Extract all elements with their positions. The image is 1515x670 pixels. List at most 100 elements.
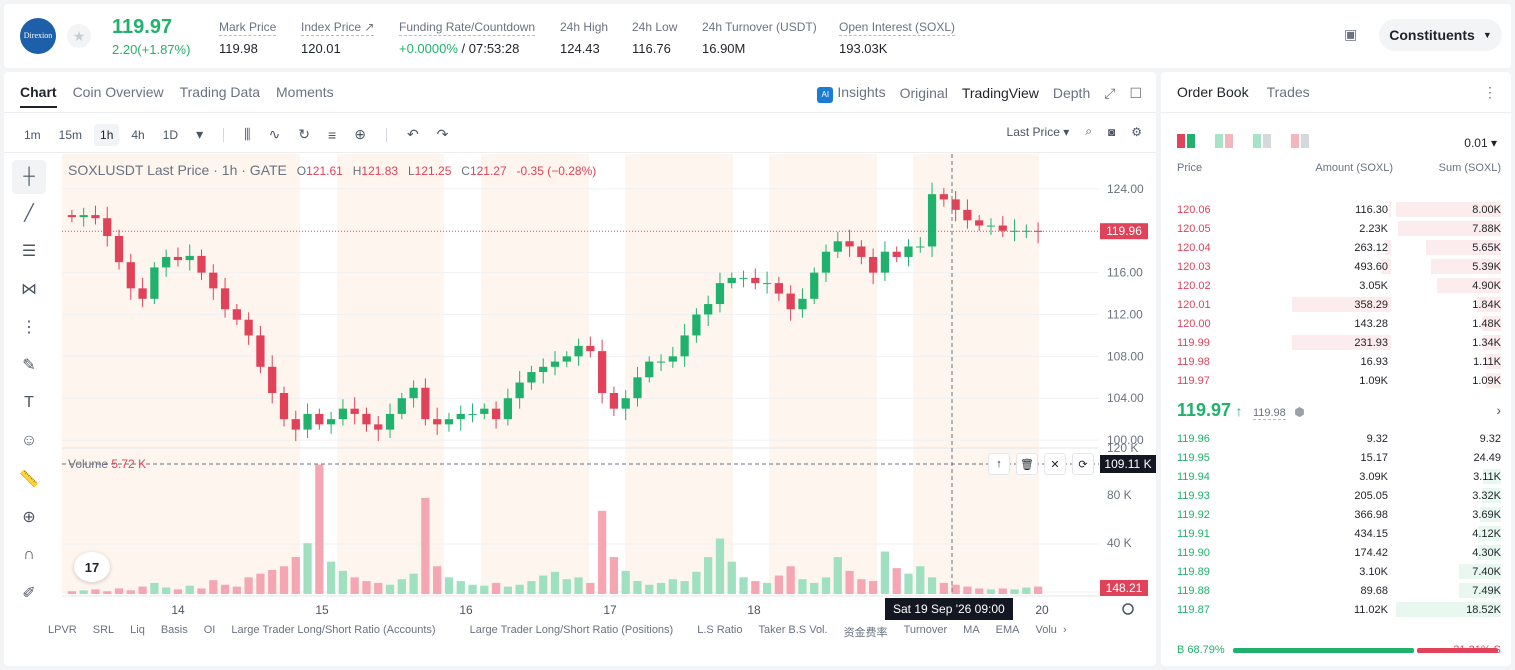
view-bids-icon[interactable]: [1253, 134, 1271, 148]
brush-icon[interactable]: ✎: [22, 357, 36, 374]
indicator-lpvr[interactable]: LPVR: [48, 624, 77, 636]
indicator-funding-rate[interactable]: 资金费率: [843, 627, 888, 639]
caret-down-icon[interactable]: ▾: [196, 126, 204, 142]
buy-sell-ratio: B 68.79% 31.21% S: [1177, 644, 1501, 656]
bid-row[interactable]: 119.89 3.10K 7.40K: [1161, 562, 1511, 581]
indicator-liq[interactable]: Liq: [130, 624, 145, 636]
crosshair-icon[interactable]: ┼: [12, 160, 46, 194]
tab-depth[interactable]: Depth: [1052, 85, 1091, 102]
ask-row[interactable]: 119.98 16.93 1.11K: [1161, 352, 1511, 371]
chevron-right-icon[interactable]: ›: [1062, 624, 1067, 636]
camera-icon[interactable]: ◙: [1107, 124, 1116, 139]
add-alert-icon[interactable]: ⊕: [354, 126, 366, 142]
refresh-icon[interactable]: ↻: [298, 126, 311, 142]
search-icon[interactable]: ⌕: [1085, 124, 1092, 138]
indicator-taker-vol[interactable]: Taker B.S Vol.: [758, 624, 828, 636]
emoji-icon[interactable]: ☺: [20, 432, 38, 449]
tab-original[interactable]: Original: [899, 85, 948, 102]
indicator-ma[interactable]: MA: [963, 624, 980, 636]
indicator-ema[interactable]: EMA: [995, 624, 1020, 636]
tab-insights[interactable]: AI Insights: [817, 84, 886, 103]
bid-row[interactable]: 119.96 9.32 9.32: [1161, 429, 1511, 448]
bid-row[interactable]: 119.87 11.02K 18.52K: [1161, 600, 1511, 619]
trend-line-icon[interactable]: ╱: [24, 205, 34, 222]
tab-coin-overview[interactable]: Coin Overview: [72, 84, 164, 100]
ask-row[interactable]: 120.01 358.29 1.84K: [1161, 295, 1511, 314]
pattern-icon[interactable]: ⋈: [21, 281, 37, 298]
ruler-icon[interactable]: 📏: [19, 471, 39, 488]
tradingview-logo[interactable]: 17: [74, 552, 110, 582]
indicator-volume[interactable]: Volu: [1035, 624, 1057, 636]
view-both-icon[interactable]: [1177, 134, 1195, 148]
magnet-icon[interactable]: ∩: [23, 546, 35, 563]
book-icon[interactable]: ▣: [1344, 26, 1358, 42]
view-asks-icon[interactable]: [1291, 134, 1309, 148]
tab-tradingview[interactable]: TradingView: [961, 85, 1039, 102]
chevron-right-icon[interactable]: ›: [1496, 402, 1501, 418]
redo-icon[interactable]: ↷: [436, 126, 449, 142]
tab-order-book[interactable]: Order Book: [1177, 84, 1249, 100]
ask-row[interactable]: 120.00 143.28 1.48K: [1161, 314, 1511, 333]
bid-row[interactable]: 119.92 366.98 3.69K: [1161, 505, 1511, 524]
interval-15m[interactable]: 15m: [58, 127, 83, 142]
ask-row[interactable]: 120.05 2.23K 7.88K: [1161, 219, 1511, 238]
horizontal-lines-icon[interactable]: ☰: [21, 243, 37, 260]
indicator-basis[interactable]: Basis: [160, 624, 188, 636]
indicator-turnover[interactable]: Turnover: [903, 624, 948, 636]
interval-4h[interactable]: 4h: [131, 127, 145, 142]
stat-index-price[interactable]: Index Price ↗ 120.01: [301, 20, 375, 56]
expand-icon[interactable]: ⤢: [1104, 84, 1116, 101]
row-amount: 3.05K: [1359, 280, 1388, 292]
view-both-light-icon[interactable]: [1215, 134, 1233, 148]
template-icon[interactable]: ≡: [328, 126, 337, 143]
bid-row[interactable]: 119.88 89.68 7.49K: [1161, 581, 1511, 600]
indicator-srl[interactable]: SRL: [92, 624, 115, 636]
fib-icon[interactable]: ⋮: [21, 319, 37, 336]
candles-icon[interactable]: ⫼: [244, 126, 251, 142]
stat-open-interest[interactable]: Open Interest (SOXL) 193.03K: [839, 20, 956, 56]
interval-1d[interactable]: 1D: [162, 127, 179, 142]
ask-row[interactable]: 120.02 3.05K 4.90K: [1161, 276, 1511, 295]
ask-row[interactable]: 120.04 263.12 5.65K: [1161, 238, 1511, 257]
undo-icon[interactable]: ↶: [406, 126, 419, 142]
mid-price-row[interactable]: 119.97 ↑ 119.98 ⬢ ›: [1177, 400, 1501, 420]
bid-row[interactable]: 119.94 3.09K 3.11K: [1161, 467, 1511, 486]
trash-icon[interactable]: 🗑: [1016, 453, 1038, 475]
window-icon[interactable]: ☐: [1129, 84, 1142, 101]
settings-icon[interactable]: ⚙: [1131, 124, 1142, 139]
tab-trading-data[interactable]: Trading Data: [179, 84, 261, 100]
bid-row[interactable]: 119.90 174.42 4.30K: [1161, 543, 1511, 562]
indicator-ltlsr-positions[interactable]: Large Trader Long/Short Ratio (Positions…: [469, 624, 674, 636]
collapse-icon[interactable]: ✕: [1044, 453, 1066, 475]
tab-moments[interactable]: Moments: [276, 84, 334, 100]
price-type-select[interactable]: Last Price ▾: [1006, 124, 1070, 139]
arrow-up-icon[interactable]: ↑: [988, 453, 1010, 475]
indicators-icon[interactable]: ∿: [268, 126, 281, 142]
tab-trades[interactable]: Trades: [1266, 84, 1310, 100]
text-icon[interactable]: T: [24, 394, 34, 411]
more-icon[interactable]: ⋮: [1483, 84, 1497, 100]
constituents-button[interactable]: Constituents ▼: [1379, 19, 1502, 51]
interval-1h[interactable]: 1h: [94, 123, 120, 146]
pencil-icon[interactable]: ✐: [22, 585, 36, 602]
sync-icon[interactable]: ⟳: [1072, 453, 1094, 475]
ask-row[interactable]: 119.99 231.93 1.34K: [1161, 333, 1511, 352]
row-price: 119.90: [1177, 547, 1210, 559]
bid-row[interactable]: 119.93 205.05 3.32K: [1161, 486, 1511, 505]
ask-row[interactable]: 120.03 493.60 5.39K: [1161, 257, 1511, 276]
indicator-oi[interactable]: OI: [203, 624, 216, 636]
indicator-ls-ratio[interactable]: L.S Ratio: [697, 624, 743, 636]
bid-row[interactable]: 119.91 434.15 4.12K: [1161, 524, 1511, 543]
ask-row[interactable]: 119.97 1.09K 1.09K: [1161, 371, 1511, 390]
precision-select[interactable]: 0.01 ▾: [1464, 136, 1497, 150]
indicator-ltlsr-accounts[interactable]: Large Trader Long/Short Ratio (Accounts): [231, 624, 436, 636]
tab-chart[interactable]: Chart: [20, 84, 57, 108]
zoom-in-icon[interactable]: ⊕: [22, 509, 36, 526]
favorite-star-icon[interactable]: ★: [67, 24, 91, 48]
stat-mark-price[interactable]: Mark Price 119.98: [219, 20, 277, 56]
candlestick-chart[interactable]: 124.00 116.00 112.00 108.00 104.00 100.00120 …: [4, 72, 1156, 666]
stat-funding-rate[interactable]: Funding Rate/Countdown +0.0000% / 07:53:…: [399, 20, 536, 56]
bid-row[interactable]: 119.95 15.17 24.49: [1161, 448, 1511, 467]
ask-row[interactable]: 120.06 116.30 8.00K: [1161, 200, 1511, 219]
interval-1m[interactable]: 1m: [24, 127, 41, 142]
